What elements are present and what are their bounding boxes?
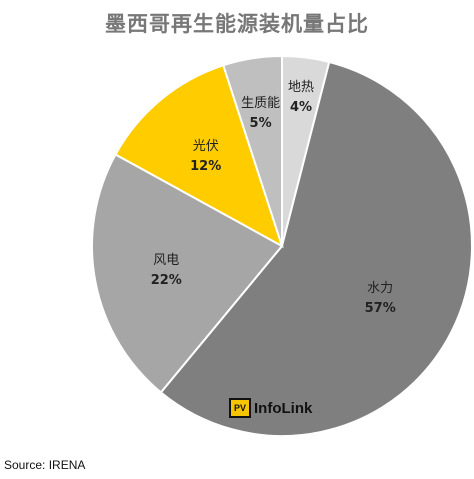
pv-logo-icon: PV xyxy=(229,398,251,418)
pie-slices xyxy=(91,54,473,437)
infolink-logo: PV InfoLink xyxy=(229,397,312,419)
slice-value-2: 22% xyxy=(151,273,182,288)
source-note: Source: IRENA xyxy=(4,458,86,472)
logo-text: InfoLink xyxy=(254,399,313,417)
chart-title: 墨西哥再生能源装机量占比 xyxy=(105,12,369,36)
slice-value-3: 12% xyxy=(190,159,221,174)
pie-labels: 地热 4% 水力 57% 风电 22% 光伏 12% 生质能 5% xyxy=(151,80,396,316)
slice-label-2: 风电 xyxy=(153,253,179,268)
slice-label-3: 光伏 xyxy=(193,139,219,154)
slice-value-1: 57% xyxy=(365,301,396,316)
pie-slice-3 xyxy=(114,64,284,249)
slice-label-1: 水力 xyxy=(367,281,393,296)
slice-label-4: 生质能 xyxy=(241,96,280,111)
slice-label-0: 地热 xyxy=(288,80,314,95)
pie-slice-4 xyxy=(222,54,283,247)
pie-slice-2 xyxy=(91,153,284,394)
slice-value-0: 4% xyxy=(290,100,312,115)
slice-value-4: 5% xyxy=(250,116,272,131)
pie-slice-1 xyxy=(159,60,473,437)
